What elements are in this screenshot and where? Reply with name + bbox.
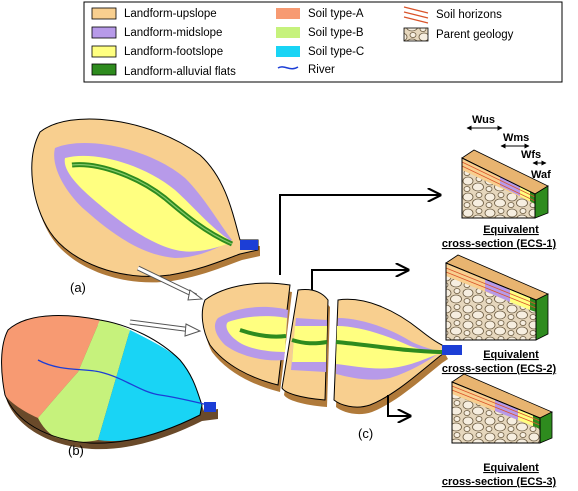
- legend-soil-b: Soil type-B: [276, 27, 364, 39]
- legend-footslope-label: Landform-footslope: [124, 46, 223, 58]
- ecs-1-block: [461, 149, 549, 219]
- ecs-3-block: [451, 373, 553, 444]
- panel-a-label: (a): [70, 280, 86, 295]
- ecs-1-title: Equivalent: [483, 224, 539, 236]
- width-fs-label: Wfs: [521, 149, 541, 161]
- legend-soil-a: Soil type-A: [276, 8, 364, 20]
- ecs-2-subtitle: cross-section (ECS-2): [442, 363, 557, 375]
- legend-midslope: Landform-midslope: [91, 26, 222, 39]
- legend: Landform-upslope Landform-midslope Landf…: [83, 1, 563, 83]
- legend-soil-horizons-label: Soil horizons: [436, 9, 502, 21]
- legend-soil-c-label: Soil type-C: [308, 46, 364, 58]
- legend-soil-b-label: Soil type-B: [308, 27, 364, 39]
- segmented-landform-c: [201, 282, 462, 415]
- legend-soil-a-label: Soil type-A: [308, 8, 364, 20]
- width-us-label: Wus: [472, 114, 495, 126]
- width-dimensions: [466, 125, 547, 166]
- input-arrows: [129, 265, 204, 337]
- legend-parent-geology-label: Parent geology: [436, 29, 514, 41]
- ecs-3-subtitle: cross-section (ECS-3): [442, 476, 557, 488]
- legend-midslope-label: Landform-midslope: [124, 27, 222, 39]
- soil-map-b: [1, 315, 218, 450]
- legend-alluvial-label: Landform-alluvial flats: [124, 66, 236, 78]
- landform-map-a: [31, 118, 260, 283]
- legend-upslope-label: Landform-upslope: [124, 8, 217, 20]
- ecs-2-block: [445, 254, 549, 341]
- legend-soil-c: Soil type-C: [276, 46, 364, 58]
- ecs-1-subtitle: cross-section (ECS-1): [442, 238, 557, 250]
- legend-parent-geology: Parent geology: [403, 27, 514, 42]
- legend-alluvial: Landform-alluvial flats: [91, 63, 236, 78]
- legend-footslope: Landform-footslope: [91, 45, 223, 58]
- ecs-2-title: Equivalent: [483, 349, 539, 361]
- legend-river-label: River: [308, 64, 335, 76]
- width-af-label: Waf: [531, 169, 551, 181]
- ecs-3-title: Equivalent: [483, 462, 539, 474]
- panel-b-label: (b): [68, 443, 84, 458]
- legend-river: River: [277, 64, 335, 76]
- output-arrows: [279, 195, 440, 416]
- legend-upslope: Landform-upslope: [91, 7, 217, 20]
- panel-c-label: (c): [358, 426, 373, 441]
- legend-soil-horizons: Soil horizons: [403, 6, 502, 24]
- width-ms-label: Wms: [503, 132, 529, 144]
